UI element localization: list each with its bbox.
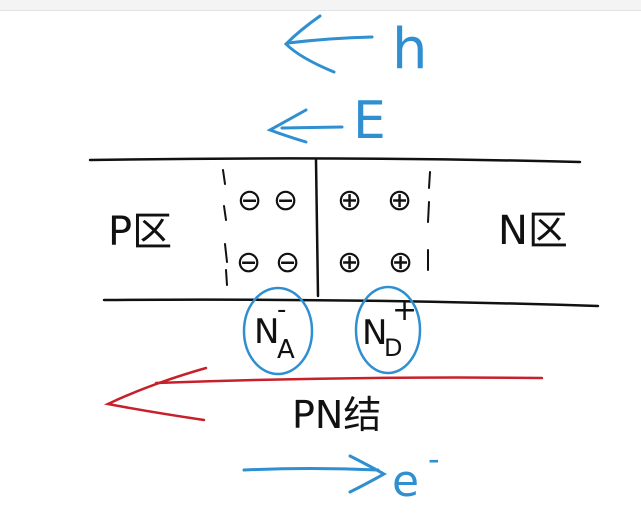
acceptor-circle (242, 286, 314, 376)
junction-arrow-shaft (154, 376, 544, 385)
field-arrow-shaft (280, 125, 344, 130)
semiconductor-bar (88, 157, 600, 308)
negative-ion: ⊖ (273, 183, 298, 218)
acceptor-superscript: - (277, 295, 286, 325)
field-label: E (353, 91, 386, 151)
positive-ion: ⊕ (337, 183, 362, 218)
positive-ion: ⊕ (337, 245, 362, 280)
field-arrow-head (266, 108, 308, 144)
acceptor-symbol: N (254, 312, 279, 352)
junction-interface (314, 158, 320, 298)
p-region-label: P区 (108, 209, 172, 255)
negative-ion: ⊖ (236, 245, 261, 280)
electron-arrow (242, 454, 388, 494)
hole-arrow-head (283, 14, 336, 74)
negative-ions: ⊖ ⊖ ⊖ ⊖ (236, 183, 300, 280)
field-arrow (266, 108, 344, 144)
n-region-label: N区 (498, 208, 568, 254)
depletion-left-boundary (222, 169, 228, 286)
acceptor-subscript: A (277, 335, 295, 365)
junction-field-arrow (104, 366, 544, 422)
negative-ion: ⊖ (237, 183, 262, 218)
donor-symbol: N (362, 313, 387, 353)
hole-arrow-shaft (286, 35, 374, 45)
electron-arrow-head (348, 454, 388, 494)
donor-superscript: + (392, 293, 417, 328)
bar-bottom-edge (102, 298, 600, 308)
acceptor-ion-annotation: N A - (242, 286, 314, 376)
electron-arrow-shaft (242, 467, 380, 472)
hole-label: h (392, 17, 428, 82)
top-edge-strip (0, 0, 641, 11)
donor-ion-annotation: N D + (354, 285, 422, 375)
junction-label: PN结 (292, 393, 381, 437)
donor-subscript: D (384, 334, 402, 362)
positive-ions: ⊕ ⊕ ⊕ ⊕ (337, 183, 413, 280)
donor-circle (354, 285, 422, 375)
junction-arrow-head (104, 366, 208, 422)
electron-label: e (392, 456, 419, 507)
electron-superscript: - (428, 440, 440, 478)
hole-arrow (283, 14, 374, 74)
negative-ion: ⊖ (275, 245, 300, 280)
depletion-right-boundary (427, 171, 431, 271)
positive-ion: ⊕ (387, 183, 412, 218)
positive-ion: ⊕ (388, 245, 413, 280)
bar-top-edge (88, 157, 582, 164)
